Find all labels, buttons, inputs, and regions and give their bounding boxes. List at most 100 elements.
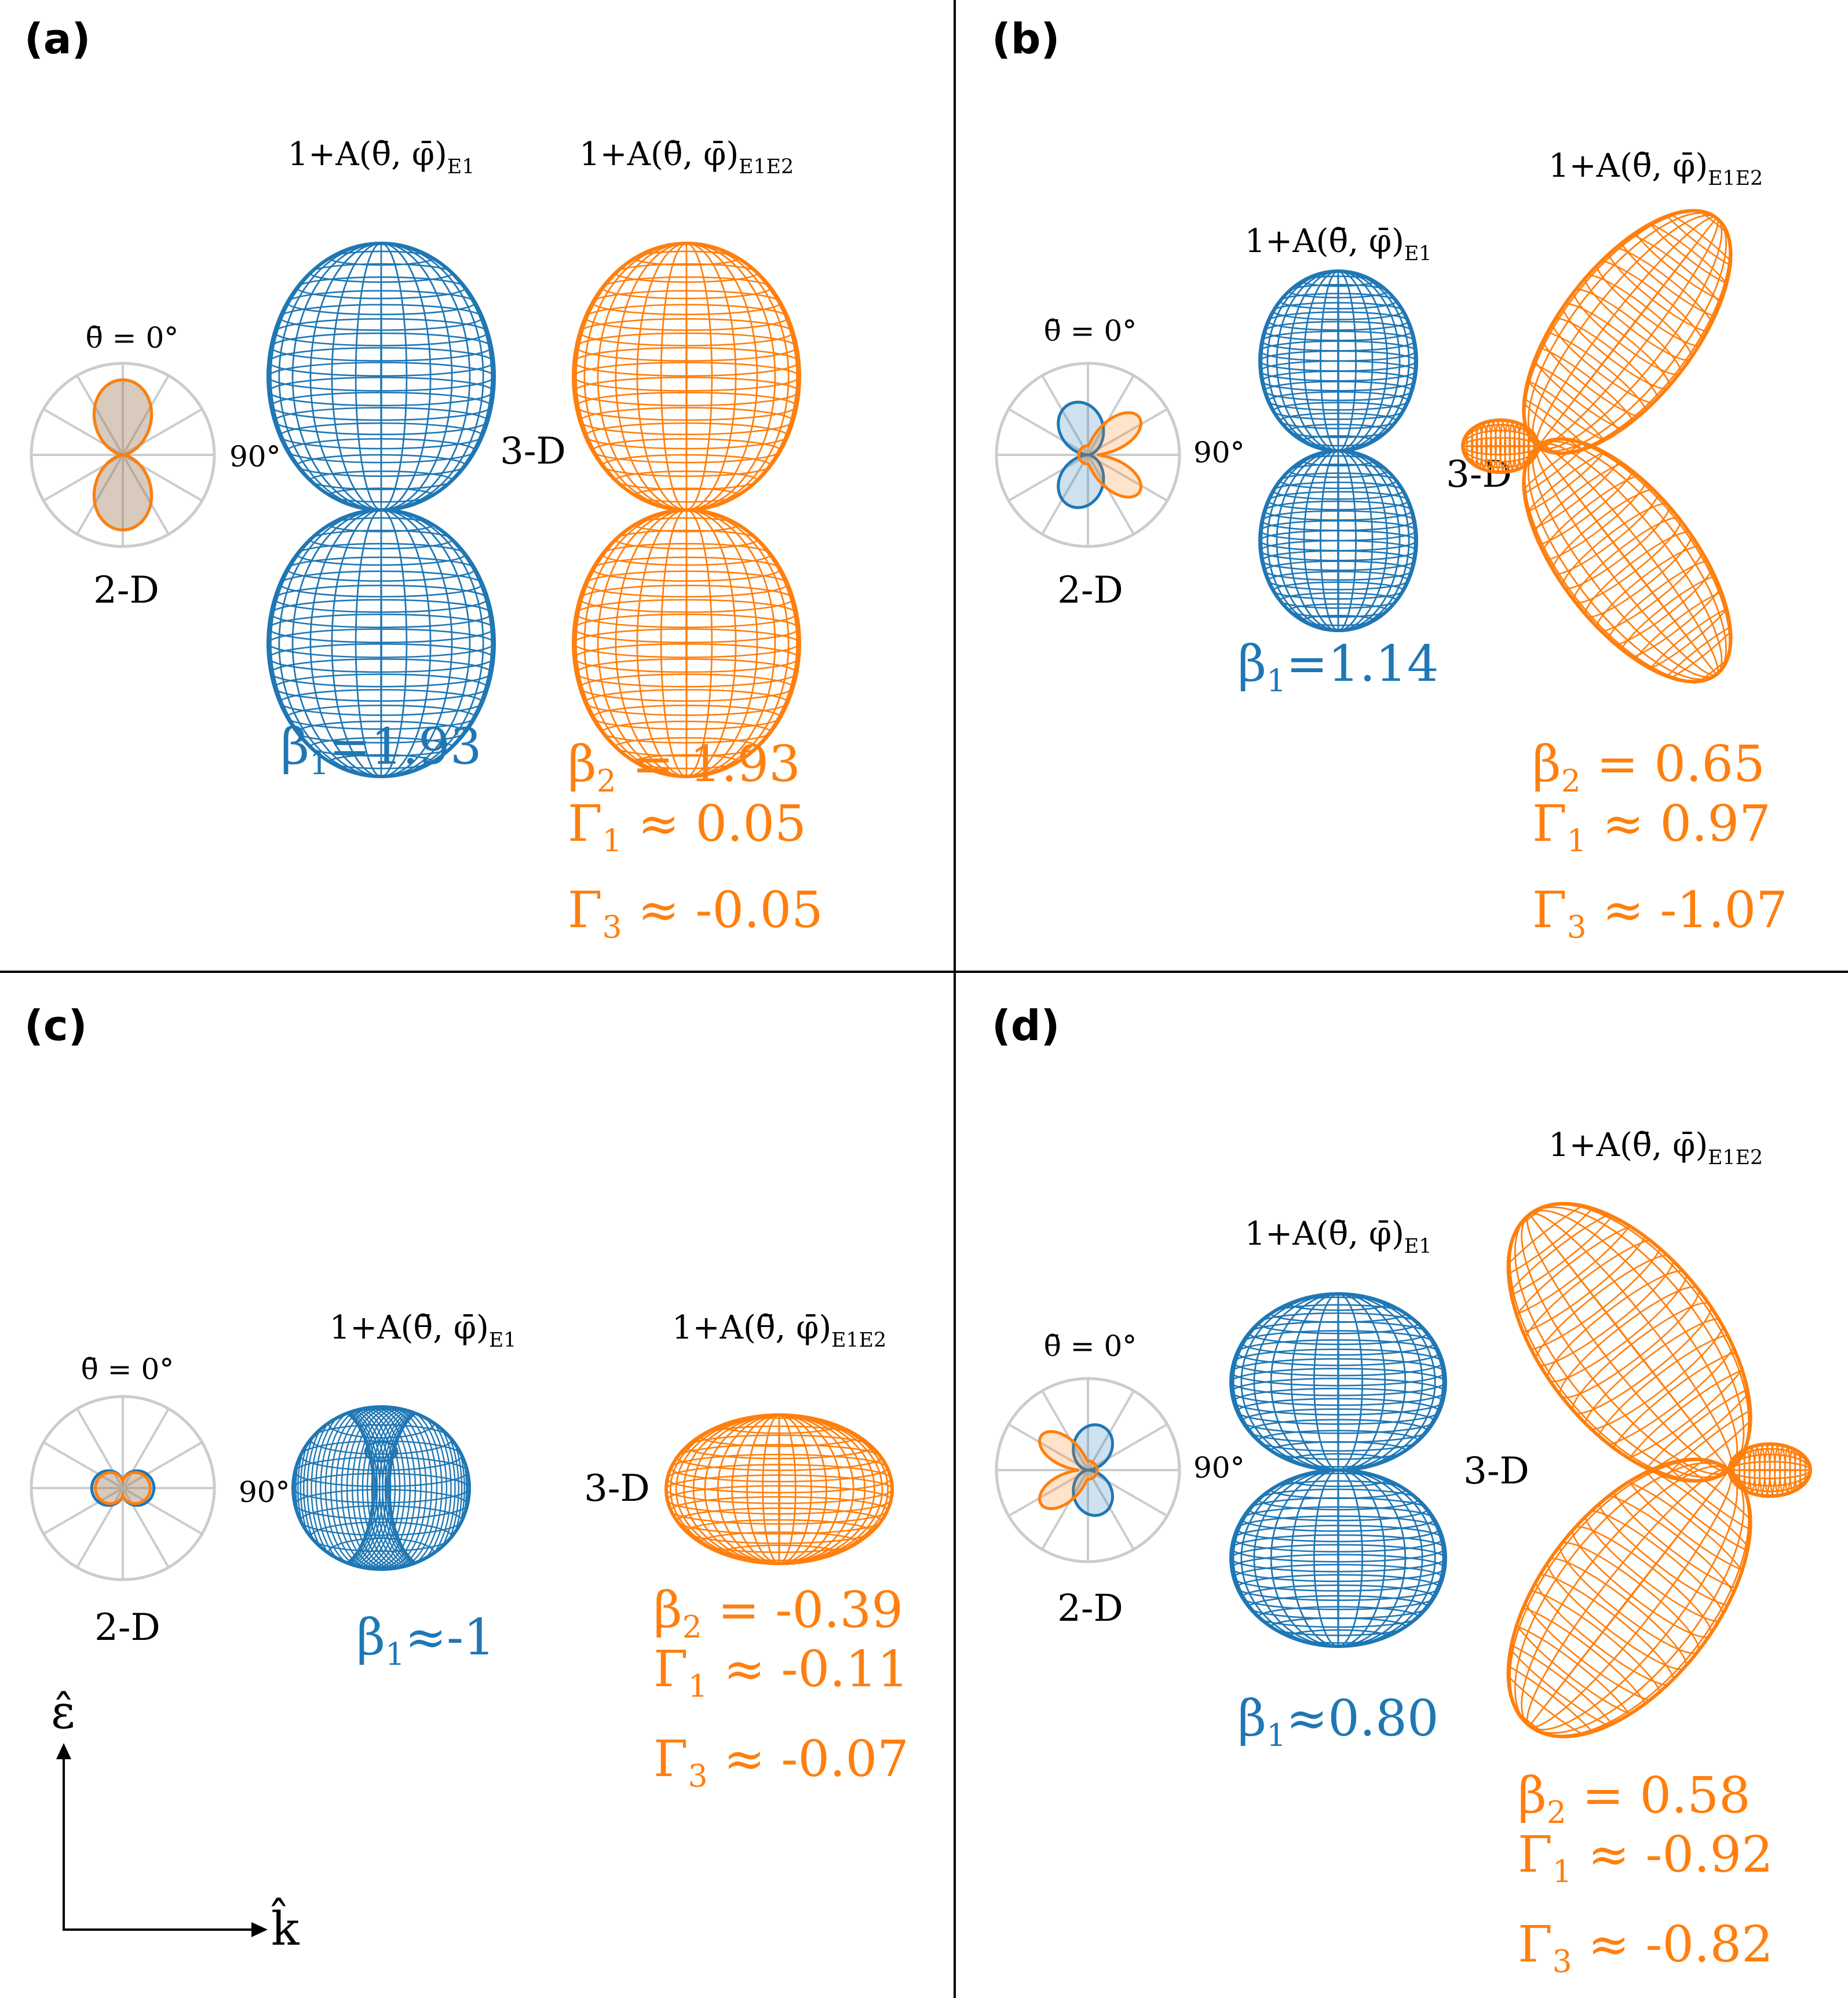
- panel-d-title-e1e2-main: 1+A(θ̄, φ̄): [1548, 1126, 1708, 1164]
- panel-b-title-e1-main: 1+A(θ̄, φ̄): [1245, 223, 1404, 260]
- meridian: [1313, 1470, 1363, 1646]
- meridian: [331, 510, 432, 776]
- outline: [266, 508, 496, 778]
- polar-spoke: [1041, 1470, 1089, 1550]
- polar-lobe-e1e2: [92, 378, 154, 532]
- panel-b-beta2-value: = 0.65: [1581, 735, 1765, 793]
- panel-c-beta2-value: = -0.39: [702, 1581, 903, 1639]
- meridian: [746, 1415, 812, 1563]
- panel-d-beta1: β1≈0.80: [1237, 1690, 1438, 1753]
- polar-lobe-e1: [1072, 1423, 1115, 1517]
- meridian: [731, 1415, 827, 1563]
- panel-c-gamma1-symbol: Γ: [653, 1640, 688, 1698]
- parallel: [1231, 1544, 1445, 1573]
- panel-c-theta-label: θ̄ = 0°: [81, 1352, 174, 1386]
- meridian: [778, 1415, 780, 1563]
- panel-b-2d-label: 2-D: [1057, 569, 1123, 612]
- panel-b-title-e1: 1+A(θ̄, φ̄)E1: [1245, 223, 1432, 265]
- panel-b-beta1-value: =1.14: [1286, 635, 1439, 693]
- epsilon-arrowhead: [56, 1743, 71, 1759]
- polar-spoke: [122, 1441, 203, 1489]
- panel-c-title-e1-subscript: E1: [489, 1329, 516, 1352]
- meridian: [717, 1415, 842, 1563]
- panel-b-gamma3-symbol: Γ: [1532, 881, 1567, 939]
- panel-a-beta1-value: =1.93: [329, 718, 482, 776]
- panel-b-gamma1-value: ≈ 0.97: [1587, 795, 1771, 853]
- ring-line: [1463, 429, 1538, 463]
- ring-line: [1463, 437, 1538, 455]
- panel-c-beta2: β2 = -0.39: [653, 1581, 903, 1645]
- meridian: [675, 1415, 883, 1563]
- panel-a-title-e1e2-main: 1+A(θ̄, φ̄): [579, 136, 739, 173]
- meridian: [1313, 1294, 1363, 1470]
- panel-b-title-e1e2-main: 1+A(θ̄, φ̄): [1548, 147, 1708, 185]
- panel-a-3d-label: 3-D: [500, 430, 566, 473]
- polar-spoke: [1041, 375, 1089, 455]
- polar-spoke: [1008, 1469, 1089, 1517]
- meridian: [278, 510, 484, 776]
- panel-d-ninety-label: 90°: [1193, 1451, 1245, 1485]
- meridian: [583, 243, 790, 510]
- panel-a-polar-inset: [30, 362, 216, 548]
- meridian: [291, 243, 471, 510]
- polar-spoke: [122, 454, 170, 535]
- panel-c-beta2-subscript: 2: [682, 1609, 702, 1645]
- ring-line: [1463, 424, 1538, 469]
- outline: [664, 1413, 894, 1565]
- panel-a-beta1-subscript: 1: [309, 746, 329, 782]
- panel-b-gamma1: Γ1 ≈ 0.97: [1532, 795, 1771, 859]
- panel-a-gamma1-symbol: Γ: [568, 795, 602, 853]
- panel-b-gamma1-symbol: Γ: [1532, 795, 1567, 853]
- panel-d-3d-label: 3-D: [1463, 1450, 1529, 1493]
- panel-d-title-e1-subscript: E1: [1404, 1235, 1431, 1258]
- panel-b-title-e1e2: 1+A(θ̄, φ̄)E1E2: [1548, 147, 1763, 190]
- ring-line: [1729, 1461, 1810, 1479]
- polar-spoke: [122, 375, 170, 455]
- meridian: [660, 510, 713, 776]
- panel-a-e1e2-upper-lobe: [572, 242, 801, 512]
- panel-c-title-e1e2-main: 1+A(θ̄, φ̄): [672, 1309, 831, 1347]
- polar-lobe-e1e2: [1038, 1430, 1099, 1511]
- panel-d-beta1-value: ≈0.80: [1286, 1690, 1439, 1748]
- panel-c-e1-shape: [291, 1405, 471, 1571]
- panel-a-e1-upper-lobe: [266, 242, 496, 512]
- polar-spoke: [1087, 454, 1135, 535]
- meridian: [692, 1415, 866, 1563]
- meridian: [1303, 451, 1374, 630]
- meridian: [331, 243, 432, 510]
- outline: [572, 508, 801, 778]
- panel-letter-d: (d): [992, 1001, 1060, 1050]
- meridian: [583, 510, 790, 776]
- panel-a-title-e1: 1+A(θ̄, φ̄)E1: [288, 136, 475, 178]
- panel-c-beta1-value: ≈-1: [405, 1609, 495, 1667]
- meridian: [1253, 1470, 1423, 1646]
- panel-c-gamma1: Γ1 ≈ -0.11: [653, 1640, 909, 1704]
- panel-a-beta2-subscript: 2: [597, 763, 616, 799]
- torus-ring: [389, 1408, 469, 1569]
- parallel: [574, 628, 799, 658]
- panel-b-polar-inset: [995, 362, 1181, 548]
- polar-spoke: [43, 1441, 123, 1489]
- panel-a-gamma3-value: ≈ -0.05: [622, 881, 823, 939]
- panel-b-e1-lower-lobe: [1258, 449, 1418, 632]
- panel-b-title-e1e2-subscript: E1E2: [1708, 167, 1763, 190]
- panel-d-beta2-subscript: 2: [1547, 1795, 1566, 1831]
- panel-b-gamma3-subscript: 3: [1567, 909, 1587, 945]
- meridian: [270, 243, 492, 510]
- panel-d-2d-label: 2-D: [1057, 1587, 1123, 1630]
- panel-c-gamma3-subscript: 3: [688, 1758, 708, 1794]
- panel-a-e1e2-lower-lobe: [572, 508, 801, 778]
- meridian: [660, 243, 713, 510]
- axis-arrows: ε̂ k̂: [51, 1685, 300, 1956]
- panel-d-e1-upper-lobe: [1229, 1292, 1447, 1472]
- panel-d-beta2: β2 = 0.58: [1518, 1767, 1751, 1831]
- polar-spoke: [1008, 454, 1089, 502]
- panel-d-beta2-symbol: β: [1518, 1767, 1547, 1825]
- parallel: [666, 1474, 892, 1504]
- panel-d-title-e1-main: 1+A(θ̄, φ̄): [1245, 1215, 1404, 1253]
- panel-b-ninety-label: 90°: [1193, 436, 1245, 469]
- ring-line: [1463, 445, 1538, 447]
- panel-a-2d-label: 2-D: [93, 569, 159, 612]
- meridian: [355, 510, 408, 776]
- panel-c-gamma3: Γ3 ≈ -0.07: [653, 1730, 909, 1794]
